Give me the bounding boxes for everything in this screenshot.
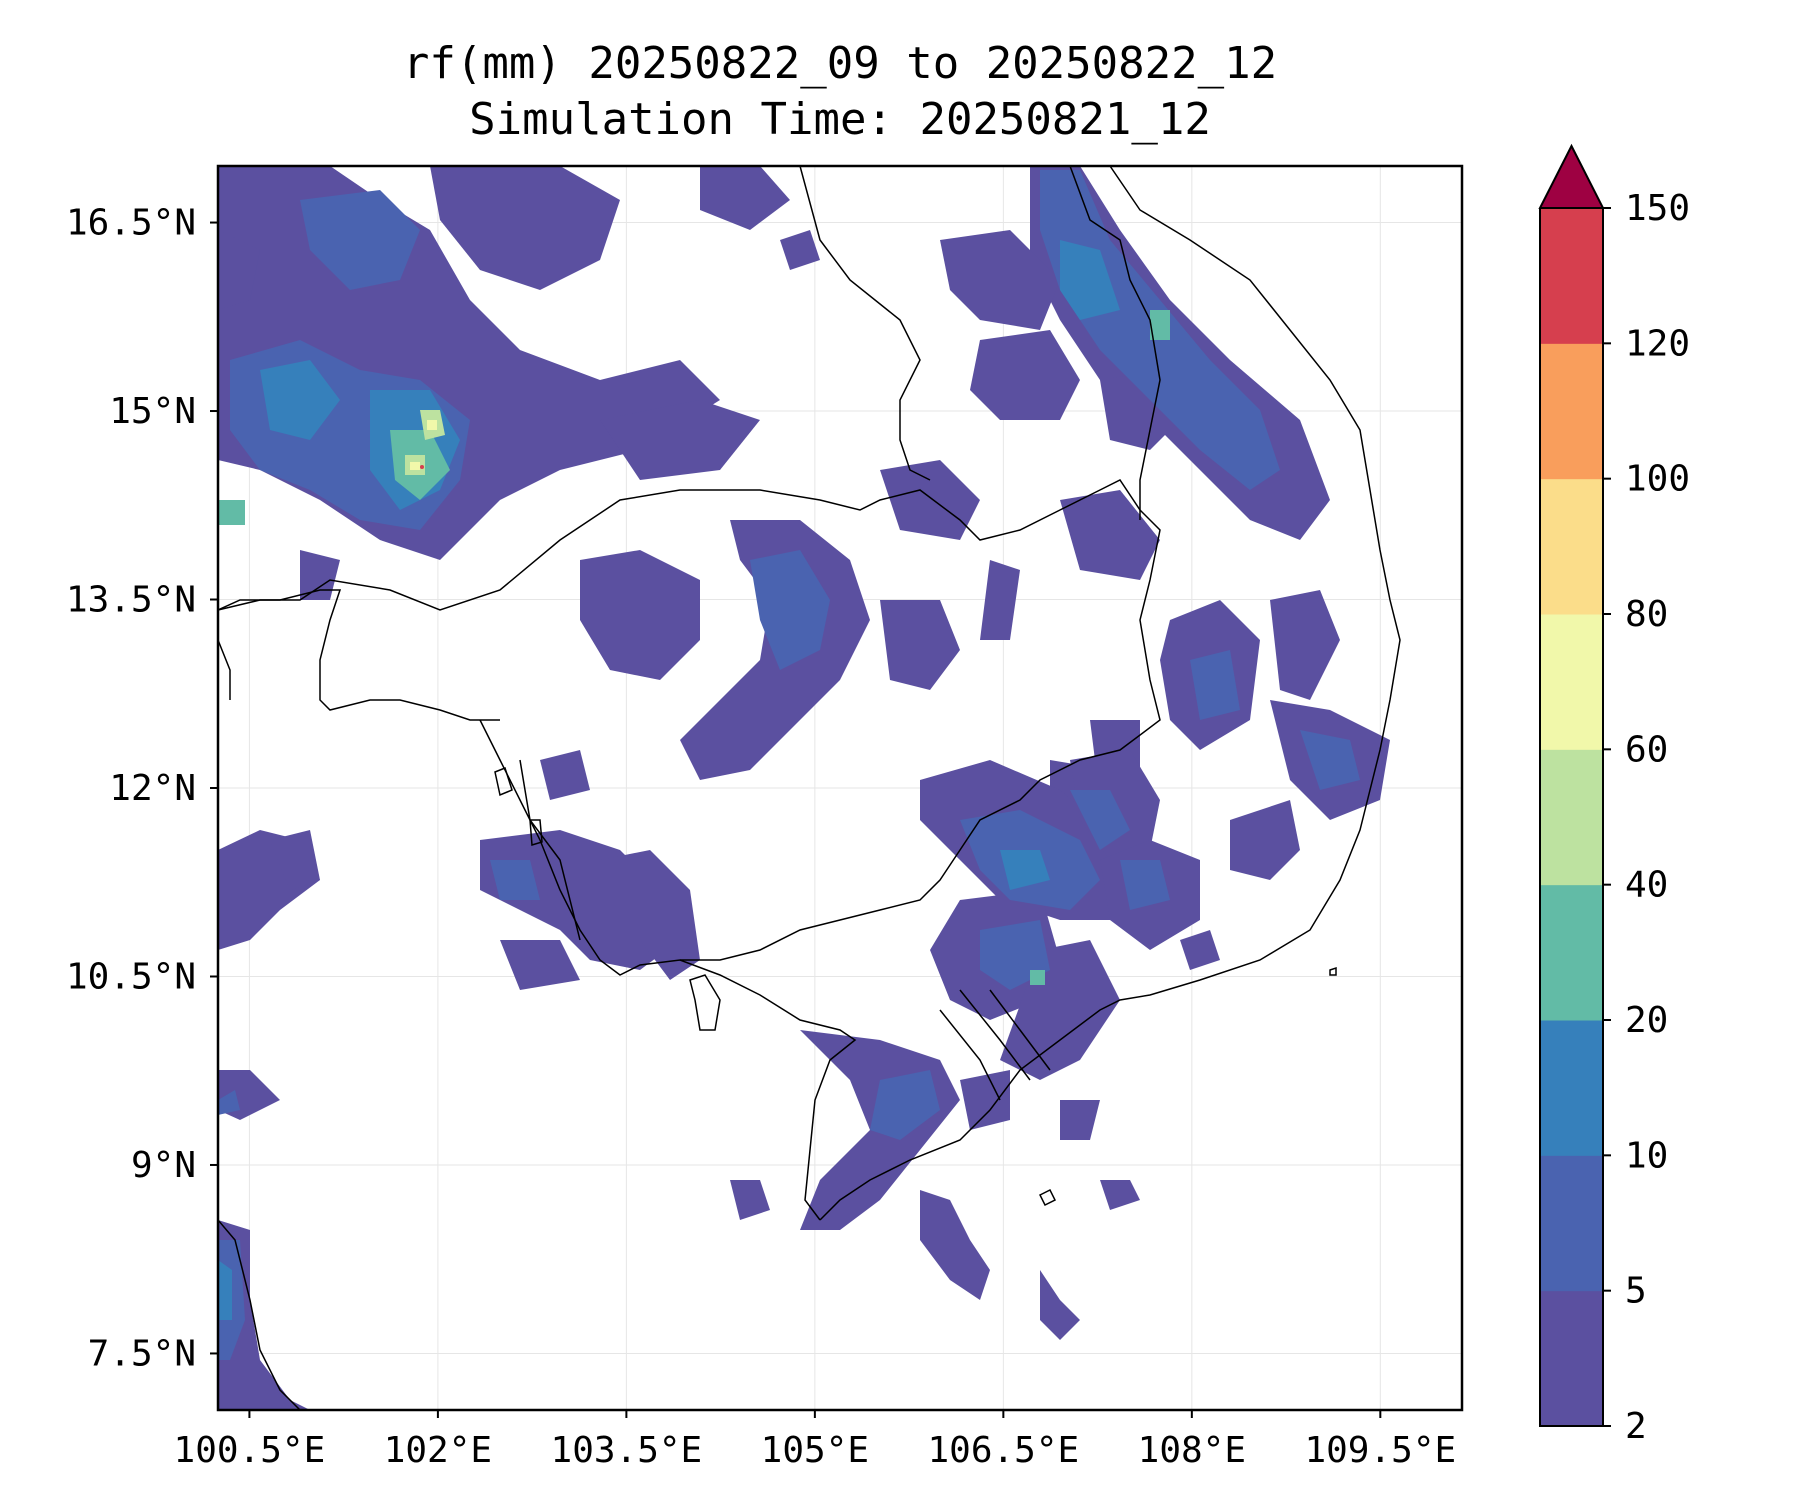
x-tick-label: 102°E [384, 1430, 492, 1471]
border [799, 166, 931, 481]
y-tick-label: 15°N [109, 391, 196, 432]
y-tick-label: 13.5°N [66, 580, 196, 621]
coastlines-and-borders [218, 166, 1401, 1410]
colorbar-frame [1539, 208, 1604, 1427]
colorbar-label: 20 [1625, 1000, 1668, 1041]
border [519, 759, 581, 941]
x-tick-label: 105°E [761, 1430, 869, 1471]
delta-channel [939, 1009, 1001, 1101]
colorbar-label: 120 [1625, 323, 1690, 364]
colorbar-label: 10 [1625, 1135, 1668, 1176]
colorbar-extend-arrow [1538, 143, 1605, 209]
delta-channel [989, 989, 1051, 1071]
colorbar-label: 80 [1625, 594, 1668, 635]
colorbar-segment [1540, 884, 1603, 1021]
island [529, 819, 543, 846]
y-tick-label: 9°N [131, 1145, 196, 1186]
coastline [218, 1219, 301, 1410]
rainfall-level-100-120 [420, 465, 424, 469]
colorbar-label: 2 [1625, 1406, 1647, 1447]
x-tick-label: 109.5°E [1304, 1430, 1456, 1471]
y-tick-label: 10.5°N [66, 956, 196, 997]
y-tick-label: 12°N [109, 768, 196, 809]
x-tick-label: 100.5°E [174, 1430, 326, 1471]
colorbar-segment [1540, 749, 1603, 886]
title-line-2: Simulation Time: 20250821_12 [469, 94, 1211, 145]
x-tick-label: 108°E [1138, 1430, 1246, 1471]
colorbar-label: 5 [1625, 1271, 1647, 1312]
x-tick-label: 106.5°E [927, 1430, 1079, 1471]
island [494, 767, 513, 797]
colorbar-segment [1540, 478, 1603, 615]
rainfall-level-60-80 [410, 420, 437, 470]
coastline [218, 589, 500, 721]
map-ticks: 100.5°E 102°E 103.5°E 105°E 106.5°E 108°E 109.… [66, 203, 1456, 1471]
colorbar-segment [1540, 208, 1603, 344]
coastline [479, 719, 857, 1221]
border [218, 479, 1161, 961]
island [689, 974, 721, 1031]
colorbar-segment [1540, 614, 1603, 750]
colorbar-label: 40 [1625, 865, 1668, 906]
map-panel: 100.5°E 102°E 103.5°E 105°E 106.5°E 108°E 109.… [66, 164, 1464, 1471]
colorbar-segment [1540, 343, 1603, 480]
colorbar-label: 60 [1625, 729, 1668, 770]
colorbar-label: 100 [1625, 459, 1690, 500]
x-tick-label: 103.5°E [551, 1430, 703, 1471]
island [1329, 966, 1337, 976]
coastline [218, 639, 231, 700]
colorbar-segment [1540, 1020, 1603, 1156]
colorbar: 2 5 10 20 40 60 80 100 120 150 [1538, 143, 1690, 1447]
delta-channel [959, 989, 1031, 1081]
y-tick-label: 7.5°N [88, 1333, 196, 1374]
island [1038, 1188, 1057, 1207]
colorbar-label: 150 [1625, 188, 1690, 229]
border [1069, 166, 1161, 520]
y-tick-label: 16.5°N [66, 203, 196, 244]
colorbar-segment [1540, 1290, 1603, 1427]
coastline [819, 166, 1401, 1221]
rainfall-field [218, 166, 1390, 1410]
title-line-1: rf(mm) 20250822_09 to 20250822_12 [403, 38, 1277, 89]
colorbar-segment [1540, 1155, 1603, 1292]
